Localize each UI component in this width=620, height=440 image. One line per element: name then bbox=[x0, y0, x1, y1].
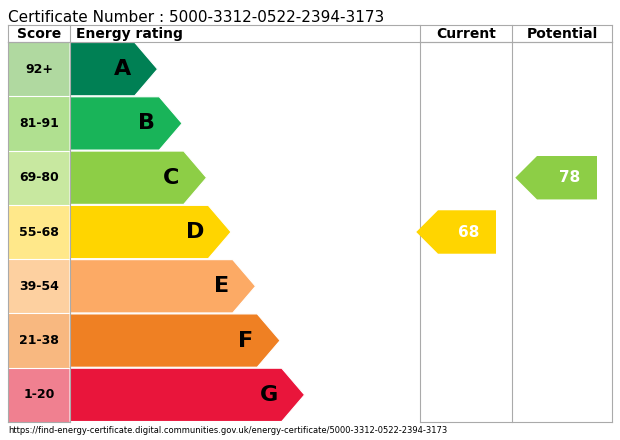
Text: G: G bbox=[260, 385, 278, 405]
Bar bbox=[8, 205, 70, 259]
Text: Potential: Potential bbox=[526, 26, 598, 40]
Text: Score: Score bbox=[17, 26, 61, 40]
Bar bbox=[8, 259, 70, 313]
Polygon shape bbox=[70, 97, 182, 150]
Text: 55-68: 55-68 bbox=[19, 225, 59, 238]
Text: E: E bbox=[214, 276, 229, 296]
Bar bbox=[8, 42, 70, 96]
Polygon shape bbox=[416, 210, 496, 254]
Text: 78: 78 bbox=[559, 170, 580, 185]
Text: https://find-energy-certificate.digital.communities.gov.uk/energy-certificate/50: https://find-energy-certificate.digital.… bbox=[8, 426, 447, 435]
Text: 1-20: 1-20 bbox=[24, 389, 55, 401]
Text: 92+: 92+ bbox=[25, 62, 53, 76]
Polygon shape bbox=[70, 205, 231, 259]
Text: 81-91: 81-91 bbox=[19, 117, 59, 130]
Text: Current: Current bbox=[436, 26, 496, 40]
Bar bbox=[8, 313, 70, 368]
Text: D: D bbox=[186, 222, 204, 242]
Text: 68: 68 bbox=[458, 224, 480, 239]
Text: C: C bbox=[164, 168, 180, 188]
Bar bbox=[8, 150, 70, 205]
Polygon shape bbox=[70, 368, 304, 422]
Text: 39-54: 39-54 bbox=[19, 280, 59, 293]
Text: B: B bbox=[138, 114, 155, 133]
Bar bbox=[8, 368, 70, 422]
Polygon shape bbox=[70, 260, 255, 313]
Text: Certificate Number : 5000-3312-0522-2394-3173: Certificate Number : 5000-3312-0522-2394… bbox=[8, 10, 384, 25]
Polygon shape bbox=[70, 151, 206, 204]
Bar bbox=[8, 96, 70, 150]
Polygon shape bbox=[70, 43, 157, 96]
Text: Energy rating: Energy rating bbox=[76, 26, 183, 40]
Polygon shape bbox=[70, 314, 280, 367]
Text: 69-80: 69-80 bbox=[19, 171, 59, 184]
Polygon shape bbox=[515, 156, 597, 199]
Text: F: F bbox=[238, 330, 253, 351]
Text: A: A bbox=[113, 59, 131, 79]
Text: 21-38: 21-38 bbox=[19, 334, 59, 347]
